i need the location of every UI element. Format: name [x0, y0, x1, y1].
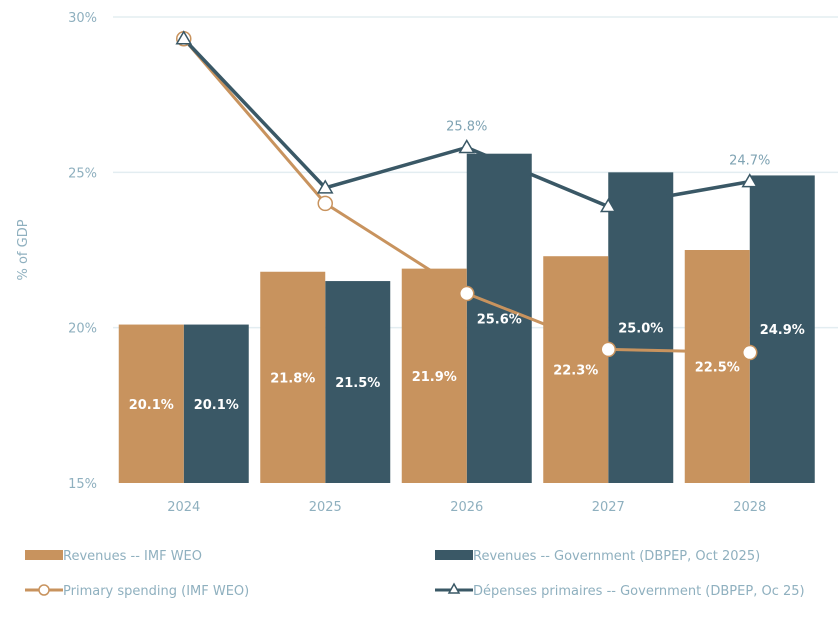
bar-label: 20.1% [194, 398, 239, 413]
x-tick-label: 2026 [450, 500, 483, 515]
line-markers [175, 30, 759, 361]
circle-marker [742, 344, 758, 361]
y-tick-label: 30% [68, 11, 97, 26]
bar-label: 21.9% [412, 370, 457, 385]
line-label: 25.8% [446, 119, 487, 134]
bars-government [183, 153, 815, 484]
bar-label: 21.8% [270, 371, 315, 386]
bar-label: 20.1% [129, 398, 174, 413]
x-axis-ticks: 2024 2025 2026 2027 2028 [167, 500, 766, 515]
x-tick-label: 2025 [309, 500, 342, 515]
triangle-marker [447, 582, 461, 594]
circle-marker [38, 584, 50, 596]
bar-label: 22.5% [695, 361, 740, 376]
bar-label: 24.9% [760, 323, 805, 338]
bar-label: 25.6% [477, 312, 522, 327]
circle-marker [600, 341, 616, 358]
bar-government [466, 153, 532, 483]
legend-label: Dépenses primaires -- Government (DBPEP,… [473, 584, 805, 599]
bar-imf [118, 324, 184, 483]
bar-imf [401, 268, 467, 483]
bars-imf [118, 250, 750, 483]
x-tick-label: 2024 [167, 500, 200, 515]
y-tick-label: 25% [68, 166, 97, 181]
circle-marker [317, 195, 333, 212]
bar-imf [260, 271, 326, 483]
y-tick-label: 15% [68, 477, 97, 492]
triangle-marker [175, 30, 193, 45]
triangle-marker [741, 173, 759, 188]
legend-label: Revenues -- IMF WEO [63, 549, 202, 564]
legend: Revenues -- IMF WEO Revenues -- Governmen… [25, 549, 805, 599]
legend-label: Revenues -- Government (DBPEP, Oct 2025) [473, 549, 760, 564]
legend-label: Primary spending (IMF WEO) [63, 584, 249, 599]
bar-imf [684, 250, 750, 483]
bar-government [325, 281, 391, 483]
legend-swatch-revenues-government [435, 550, 473, 560]
bar-government [608, 172, 674, 484]
x-tick-label: 2027 [592, 500, 625, 515]
triangle-marker [316, 179, 334, 194]
bar-label: 25.0% [618, 322, 663, 337]
bar-label: 22.3% [553, 364, 598, 379]
line-label: 24.7% [729, 154, 770, 169]
y-tick-label: 20% [68, 322, 97, 337]
legend-swatch-revenues-imf [25, 550, 63, 560]
bar-imf [543, 256, 609, 483]
bar-government [749, 175, 815, 483]
y-axis-label: % of GDP [16, 219, 31, 280]
triangle-marker [458, 138, 476, 154]
y-axis-ticks: 15% 20% 25% 30% [68, 11, 97, 492]
data-labels: 20.1% 21.5% 25.6% 25.0% 24.9% 20.1% 21.8% 21.9%… [129, 119, 805, 412]
bar-label: 21.5% [335, 376, 380, 391]
x-tick-label: 2028 [733, 500, 766, 515]
triangle-marker [599, 198, 617, 213]
circle-marker [459, 285, 475, 302]
bar-government [183, 324, 249, 483]
